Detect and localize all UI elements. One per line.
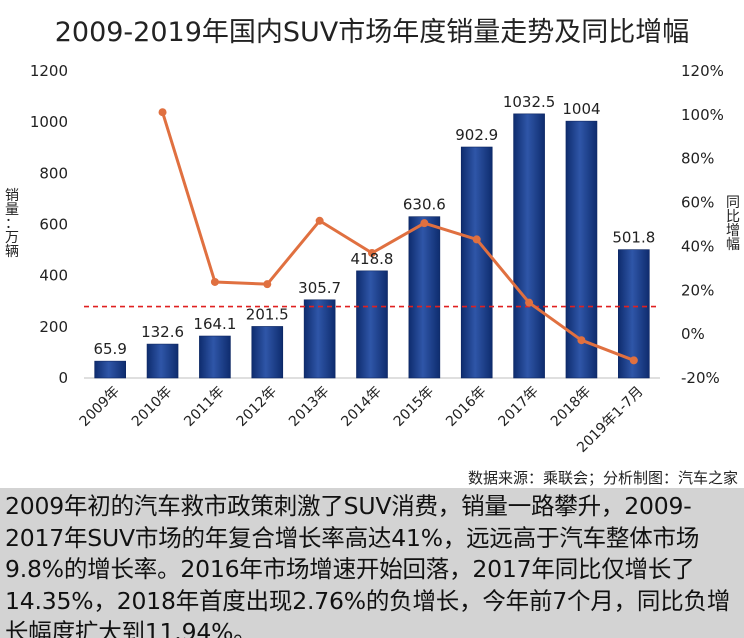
bar-value-label: 418.8 — [351, 250, 394, 268]
caption-text: 2009年初的汽车救市政策刺激了SUV消费，销量一路攀升，2009-2017年S… — [5, 492, 731, 638]
x-tick-label: 2010年 — [129, 384, 175, 430]
y-tick-label-right: 20% — [681, 281, 714, 299]
bar — [251, 326, 284, 379]
bar — [565, 120, 598, 379]
growth-point — [210, 277, 219, 286]
growth-point — [158, 108, 167, 117]
y-tick-label-right: 100% — [681, 106, 724, 124]
bar — [199, 335, 231, 379]
x-tick-label: 2017年 — [496, 384, 542, 430]
axis-title-char: ： — [5, 216, 19, 232]
bar-value-label: 132.6 — [141, 323, 184, 341]
y-tick-label-right: -20% — [681, 369, 720, 387]
y-tick-label-left: 1000 — [30, 113, 68, 131]
bar — [356, 270, 388, 379]
y-tick-label-left: 800 — [39, 164, 68, 182]
line-layer — [84, 108, 660, 365]
bar-layer — [94, 113, 650, 379]
axis-title-char: 比 — [726, 209, 740, 225]
y-tick-label-left: 600 — [39, 216, 68, 234]
bar — [303, 299, 336, 379]
bar — [146, 343, 179, 379]
chart-title: 2009-2019年国内SUV市场年度销量走势及同比增幅 — [54, 17, 690, 48]
axis-title-char: 增 — [726, 223, 740, 239]
growth-point — [368, 249, 376, 258]
x-tick-label: 2011年 — [181, 384, 227, 430]
x-tick-label: 2014年 — [338, 384, 384, 430]
y-axis-title-left: 销量：万辆 — [5, 188, 19, 260]
label-layer: 65.9 132.6 164.1 201.5 305.7 418.8 630.6 902.9 1… — [93, 93, 655, 358]
growth-point — [263, 280, 272, 289]
axis-title-char: 万 — [5, 230, 19, 246]
y-tick-label-left: 400 — [39, 267, 68, 285]
growth-point — [315, 216, 324, 225]
y-tick-label-right: 0% — [681, 325, 705, 343]
growth-point — [577, 336, 586, 345]
y-tick-label-left: 200 — [39, 318, 68, 336]
y-tick-label-right: 40% — [681, 237, 714, 255]
bar — [408, 216, 441, 379]
y-tick-label-left: 0 — [58, 369, 68, 387]
bar-value-label: 305.7 — [298, 279, 341, 297]
bar-value-label: 501.8 — [612, 229, 655, 247]
axis-title-char: 幅 — [726, 237, 740, 253]
x-tick-label: 2018年 — [548, 384, 594, 430]
growth-point — [629, 356, 638, 365]
bar — [94, 360, 126, 379]
y-tick-label-left: 1200 — [30, 62, 68, 80]
x-tick-label: 2012年 — [234, 384, 280, 430]
bar — [513, 113, 545, 379]
axis-title-char: 量 — [5, 202, 19, 218]
growth-line — [161, 111, 635, 362]
y-axis-title-right: 同比增幅 — [726, 195, 740, 253]
bar-value-label: 630.6 — [403, 196, 446, 214]
x-tick-label: 2013年 — [286, 384, 332, 430]
bar-value-label: 1004 — [562, 100, 600, 118]
bar-value-label: 902.9 — [455, 126, 498, 144]
axis-title-char: 辆 — [5, 244, 19, 260]
bar-value-label: 1032.5 — [503, 93, 556, 111]
x-tick-label: 2015年 — [391, 384, 437, 430]
bar — [460, 146, 493, 379]
bar-value-label: 65.9 — [93, 340, 126, 358]
y-tick-label-right: 80% — [681, 150, 714, 168]
growth-point — [525, 298, 534, 307]
axis-title-char: 销 — [5, 188, 19, 204]
growth-point — [472, 235, 481, 244]
bar-value-label: 164.1 — [193, 315, 236, 333]
caption-panel: 2009年初的汽车救市政策刺激了SUV消费，销量一路攀升，2009-2017年S… — [0, 488, 744, 638]
x-tick-label: 2016年 — [443, 384, 489, 430]
bar-value-label: 201.5 — [246, 305, 289, 323]
chart: 0 200 400 600 800 1000 1200 -20% 0% 20% 40% 60% 80% 1… — [5, 62, 740, 456]
growth-point — [420, 219, 429, 228]
x-tick-label: 2009年 — [77, 384, 123, 430]
y-tick-label-right: 60% — [681, 194, 714, 212]
data-source: 数据来源：乘联会；分析制图：汽车之家 — [467, 469, 738, 487]
axis-title-char: 同 — [726, 195, 740, 211]
y-tick-label-right: 120% — [681, 62, 724, 80]
